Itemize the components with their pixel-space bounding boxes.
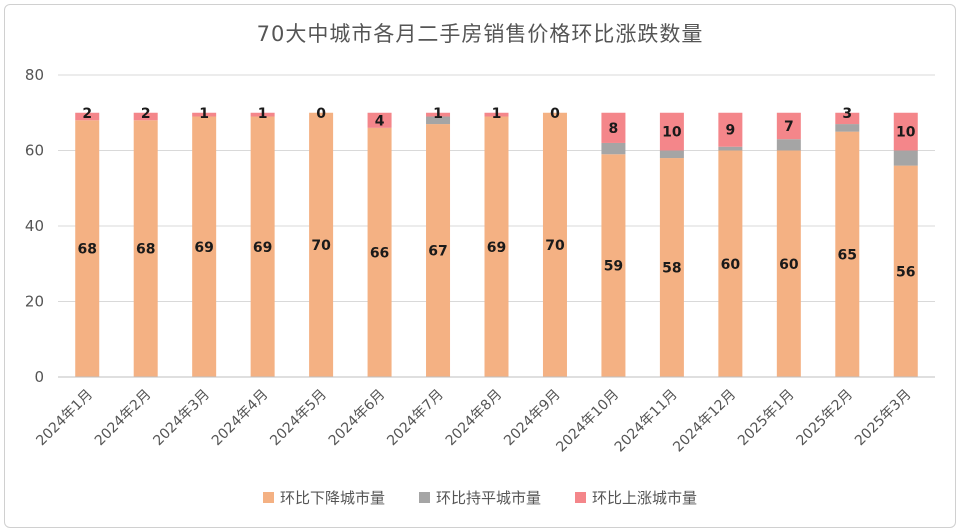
bar-segment-1	[659, 150, 684, 159]
data-label-decline: 56	[896, 264, 915, 280]
x-tick-label: 2024年2月	[92, 387, 155, 450]
data-label-decline: 59	[604, 259, 623, 275]
x-tick-label: 2024年6月	[326, 387, 389, 450]
bar-segment-1	[893, 150, 918, 166]
x-tick-label: 2024年5月	[267, 387, 330, 450]
bar-segment-0	[309, 112, 334, 377]
data-label-decline: 65	[838, 247, 857, 263]
data-label-decline: 58	[662, 261, 681, 277]
bar-segment-1	[776, 139, 801, 151]
legend-label-flat: 环比持平城市量	[435, 489, 541, 507]
bar-segment-0	[893, 165, 918, 377]
bar-segment-2	[835, 112, 860, 125]
data-label-decline: 67	[428, 244, 447, 260]
bar-segment-0	[718, 150, 743, 377]
x-tick-label: 2025年3月	[852, 387, 915, 450]
data-label-rise: 10	[662, 125, 682, 141]
data-label-rise: 1	[433, 106, 443, 122]
bar-segment-0	[601, 154, 626, 377]
data-label-decline: 69	[253, 240, 272, 256]
chart-title: 70大中城市各月二手房销售价格环比涨跌数量	[256, 22, 704, 46]
data-label-rise: 0	[316, 106, 326, 122]
bar-segment-0	[484, 116, 509, 378]
legend-label-rise: 环比上涨城市量	[592, 489, 698, 507]
bar-segment-2	[659, 112, 684, 151]
bar-segment-0	[426, 124, 451, 377]
x-tick-label: 2025年2月	[794, 387, 857, 450]
bar-segment-0	[835, 131, 860, 377]
y-tick-label: 40	[25, 217, 44, 235]
data-label-rise: 1	[258, 106, 268, 122]
bar-segment-1	[835, 124, 860, 132]
y-tick-label: 20	[25, 293, 44, 311]
bar-segment-2	[893, 112, 918, 151]
bar-segment-1	[426, 116, 451, 125]
bar-segment-2	[776, 112, 801, 140]
y-tick-label: 80	[25, 66, 44, 84]
data-label-rise: 4	[375, 113, 385, 129]
data-label-decline: 69	[194, 240, 213, 256]
bar-segment-0	[776, 150, 801, 377]
legend-label-decline: 环比下降城市量	[279, 489, 385, 507]
data-label-rise: 0	[550, 106, 560, 122]
data-label-rise: 3	[842, 106, 852, 122]
data-label-rise: 2	[141, 106, 151, 122]
data-label-decline: 68	[77, 242, 96, 258]
bar-segment-0	[75, 120, 100, 378]
bar-segment-2	[484, 112, 509, 117]
data-label-rise: 2	[82, 106, 92, 122]
data-label-rise: 10	[896, 125, 916, 141]
x-tick-label: 2024年9月	[501, 387, 564, 450]
bar-segment-2	[426, 112, 451, 117]
bar-segment-2	[192, 112, 217, 117]
bar-segment-1	[718, 146, 743, 151]
data-label-decline: 69	[487, 240, 506, 256]
legend-swatch-rise	[575, 492, 586, 503]
bar-segment-2	[718, 112, 743, 147]
data-label-decline: 66	[370, 245, 389, 261]
bar-segment-0	[659, 158, 684, 377]
bar-segment-0	[192, 116, 217, 378]
bar-segment-2	[250, 112, 275, 117]
data-label-rise: 1	[199, 106, 209, 122]
y-tick-label: 0	[34, 368, 44, 386]
legend-swatch-flat	[418, 492, 430, 503]
bar-segment-0	[542, 112, 567, 377]
y-tick-label: 60	[25, 142, 44, 160]
legend-item-flat: 环比持平城市量	[418, 487, 541, 508]
data-label-decline: 70	[545, 238, 565, 254]
x-tick-label: 2025年1月	[735, 387, 798, 450]
legend-item-decline: 环比下降城市量	[262, 487, 385, 508]
x-tick-label: 2024年7月	[384, 387, 447, 450]
bar-segment-2	[367, 112, 392, 128]
data-label-rise: 7	[784, 119, 794, 135]
x-tick-label: 2024年1月	[33, 387, 96, 450]
data-label-rise: 1	[492, 106, 502, 122]
data-label-rise: 9	[725, 123, 735, 139]
x-tick-label: 2024年12月	[670, 387, 739, 456]
legend-item-rise: 环比上涨城市量	[575, 487, 697, 508]
bar-segment-0	[250, 116, 275, 378]
x-tick-label: 2024年8月	[443, 387, 506, 450]
x-tick-label: 2024年4月	[209, 387, 272, 450]
data-label-decline: 60	[721, 257, 741, 273]
data-label-decline: 70	[311, 238, 331, 254]
data-label-decline: 68	[136, 242, 155, 258]
bar-segment-0	[133, 120, 158, 378]
x-tick-label: 2024年3月	[150, 387, 213, 450]
bar-segment-0	[367, 127, 392, 377]
bar-segment-2	[75, 112, 100, 121]
bar-segment-2	[133, 112, 158, 121]
legend-swatch-decline	[262, 492, 274, 503]
data-label-rise: 8	[609, 121, 619, 137]
bar-segment-1	[601, 142, 626, 155]
bar-segment-2	[601, 112, 626, 143]
legend: 环比下降城市量 环比持平城市量 环比上涨城市量	[0, 487, 960, 508]
data-label-decline: 60	[779, 257, 799, 273]
